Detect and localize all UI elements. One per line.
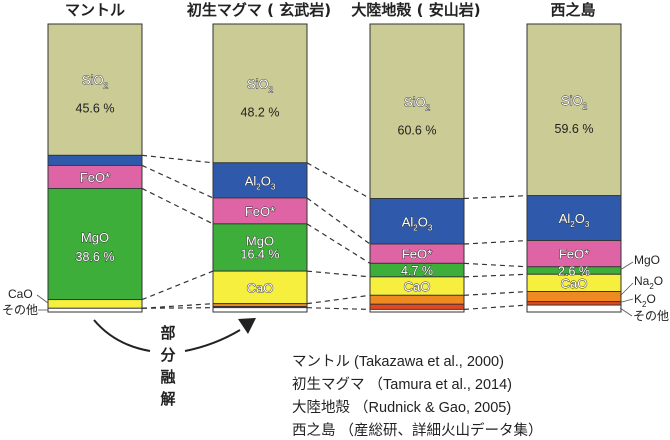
bar-title-mantle: マントル (65, 1, 125, 19)
label-mgo-mantle: MgO (81, 230, 109, 245)
connector-continental-crust-feo (463, 262, 528, 268)
process-char-4: 解 (160, 390, 175, 408)
percent-sio2-mantle: 45.6 % (76, 102, 115, 116)
left-label-other: その他 (2, 303, 38, 317)
label-feo-continental-crust: FeO* (402, 247, 432, 262)
side-labels: CaO その他 MgO Na2O K2O その他 (2, 253, 669, 323)
right-leader-k2o (619, 298, 634, 303)
source-continental-crust: 大陸地殻 （Rudnick & Gao, 2005) (292, 399, 511, 416)
bar-segment-continental-crust-sio2 (369, 23, 465, 199)
connector-continental-crust-al2o3 (463, 239, 528, 245)
bar-segment-mantle-other (47, 307, 143, 313)
bars (47, 23, 622, 313)
label-sio2-nishinoshima: SiO2 (561, 93, 588, 111)
percent-mgo-primary-magma: 16.4 % (241, 247, 280, 261)
process-char-3: 融 (160, 368, 175, 386)
label-al2o3-continental-crust: Al2O3 (402, 214, 433, 232)
connector-primary-magma-cao (306, 294, 371, 305)
label-mgo-primary-magma: MgO (246, 233, 274, 248)
bar-outline-mantle (47, 23, 143, 313)
bar-segment-primary-magma-sio2 (212, 23, 308, 164)
bar-segment-mantle-cao (47, 299, 143, 309)
label-sio2-primary-magma: SiO2 (247, 76, 274, 94)
percent-mgo-nishinoshima: 2.6 % (558, 265, 590, 279)
right-label-other: その他 (633, 309, 669, 323)
percent-sio2-primary-magma: 48.2 % (241, 105, 280, 119)
label-al2o3-nishinoshima: Al2O3 (559, 211, 590, 229)
bar-outline-continental-crust (369, 23, 465, 313)
bar-segment-continental-crust-na2o (369, 294, 465, 305)
label-feo-mantle: FeO* (80, 170, 110, 185)
melting-arrow-curve-right (184, 329, 241, 352)
percent-sio2-continental-crust: 60.6 % (398, 123, 437, 137)
right-label-mgo: MgO (634, 253, 660, 267)
process-char-2: 分 (160, 346, 175, 364)
source-notes: マントル (Takazawa et al., 2000) 初生マグマ （Tamu… (292, 354, 543, 439)
bar-segment-primary-magma-al2o3 (212, 162, 308, 199)
label-al2o3-primary-magma: Al2O3 (245, 173, 276, 191)
connector-primary-magma-k2o (306, 307, 371, 311)
bar-segment-continental-crust-al2o3 (369, 198, 465, 245)
source-nishinoshima: 西之島 （産総研、詳細火山データ集） (292, 421, 543, 439)
label-cao-primary-magma: CaO (247, 280, 274, 295)
connector-continental-crust-mgo (463, 273, 528, 278)
right-label-k2o: K2O (634, 292, 656, 309)
label-sio2-continental-crust: SiO2 (404, 94, 431, 112)
connector-mantle-al2o3 (141, 164, 214, 199)
connector-primary-magma-al2o3 (306, 197, 371, 245)
bar-segment-continental-crust-k2o (369, 303, 465, 310)
melting-arrow-curve-left (93, 319, 151, 352)
percent-sio2-nishinoshima: 59.6 % (555, 122, 594, 136)
arrow-head-icon (238, 318, 256, 334)
right-leader-mgo (619, 261, 634, 271)
source-primary-magma: 初生マグマ （Tamura et al., 2014) (292, 376, 512, 393)
bar-outline-primary-magma (212, 23, 308, 313)
bar-title-nishinoshima: 西之島 (550, 1, 595, 19)
connector-mantle-k2o (141, 307, 214, 309)
bar-segment-mantle-al2o3 (47, 154, 143, 166)
connector-mantle-mgo (141, 270, 214, 301)
connector-primary-magma-mgo (306, 270, 371, 278)
connector-lines (141, 154, 528, 311)
bar-outline-nishinoshima (526, 23, 622, 313)
percent-mgo-continental-crust: 4.7 % (401, 264, 433, 278)
bar-titles: マントル 初生マグマ ( 玄武岩) 大陸地殻 ( 安山岩) 西之島 (65, 1, 596, 19)
label-cao-continental-crust: CaO (404, 279, 431, 294)
right-leader-other (619, 307, 633, 317)
bar-title-continental-crust: 大陸地殻 ( 安山岩) (351, 1, 480, 19)
right-label-na2o: Na2O (634, 274, 663, 291)
bar-segment-nishinoshima-feo (526, 240, 622, 268)
connector-continental-crust-k2o (463, 304, 528, 311)
connector-continental-crust-cao (463, 290, 528, 296)
connector-primary-magma-sio2 (306, 162, 371, 200)
left-label-cao: CaO (8, 287, 33, 301)
label-feo-nishinoshima: FeO* (559, 247, 589, 262)
bar-title-primary-magma: 初生マグマ ( 玄武岩) (187, 1, 331, 19)
bar-segment-nishinoshima-na2o (526, 291, 622, 303)
label-cao-nishinoshima: CaO (561, 276, 588, 291)
connector-primary-magma-feo (306, 223, 371, 264)
bar-segment-primary-magma-other (212, 307, 308, 313)
bar-segment-nishinoshima-sio2 (526, 23, 622, 197)
partial-melting-annotation: 部 分 融 解 (93, 318, 256, 408)
bar-segment-nishinoshima-other (526, 304, 622, 313)
source-mantle: マントル (Takazawa et al., 2000) (292, 354, 504, 370)
right-leader-na2o (619, 282, 634, 297)
bar-segment-mantle-sio2 (47, 23, 143, 156)
label-feo-primary-magma: FeO* (245, 204, 275, 219)
bar-segment-nishinoshima-k2o (526, 301, 622, 306)
connector-mantle-feo (141, 187, 214, 225)
left-leader-cao (36, 294, 49, 304)
percent-mgo-mantle: 38.6 % (76, 250, 115, 264)
connector-mantle-sio2 (141, 154, 214, 164)
label-sio2-mantle: SiO2 (82, 73, 109, 91)
connector-continental-crust-sio2 (463, 195, 528, 200)
segment-labels: SiO2 45.6 % FeO* MgO 38.6 % SiO2 48.2 % Al2O3 Fe… (75, 72, 594, 296)
bar-segment-mantle-mgo (47, 187, 143, 301)
connector-mantle-cao (141, 303, 214, 309)
process-char-1: 部 (160, 324, 175, 342)
